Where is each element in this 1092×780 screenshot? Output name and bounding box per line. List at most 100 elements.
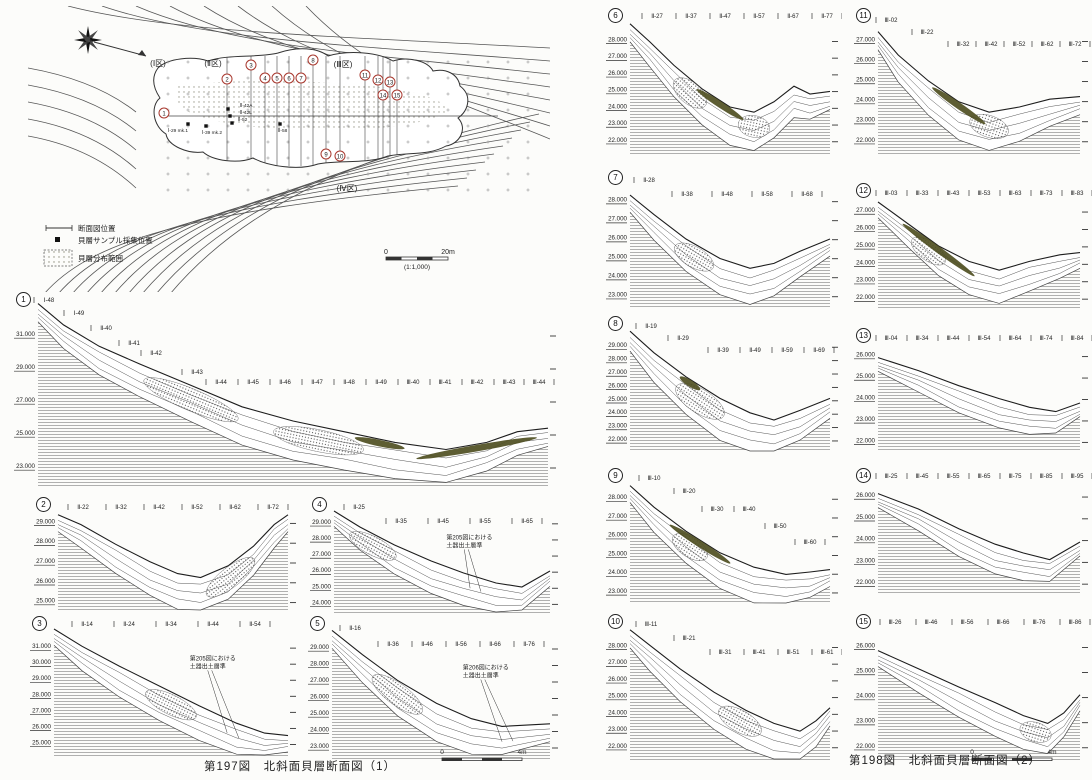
- elevation-label: 22.000: [856, 294, 875, 301]
- grid-label: Ⅱ-48: [721, 192, 733, 198]
- sample-point: [278, 122, 282, 126]
- deposit-bottom: [877, 370, 1081, 435]
- deposit-bottom: [877, 217, 1081, 304]
- sand-patch: [143, 377, 239, 423]
- section-marker-number: 2: [225, 77, 229, 83]
- elevation-label: 27.000: [608, 53, 627, 60]
- elevation-label: 27.000: [608, 216, 627, 223]
- shell-lens: [669, 524, 731, 564]
- section-marker: [391, 89, 403, 101]
- layer-line: [629, 200, 831, 279]
- section-svg: 26.000 25.000 24.000 23.000 22.000 Ⅲ-04 Ⅲ-34 Ⅲ-…: [854, 328, 1092, 452]
- section-svg: 31.000 29.000 27.000 25.000 23.000 Ⅰ-48 Ⅰ-49 Ⅱ-…: [14, 292, 556, 486]
- grid-label: Ⅲ-44: [533, 380, 546, 386]
- contour-line: [127, 137, 513, 295]
- elevation-label: 26.000: [36, 578, 55, 585]
- elevation-label: 23.000: [856, 718, 875, 725]
- section-number: 7: [608, 170, 623, 185]
- section-marker: [295, 72, 307, 84]
- air-region: [630, 614, 830, 732]
- layer-line: [629, 207, 831, 295]
- layer-line: [629, 498, 831, 597]
- section-svg: 29.000 28.000 27.000 26.000 25.000 Ⅱ-22 Ⅱ-32 Ⅱ-…: [34, 497, 296, 611]
- elevation-label: 24.000: [608, 103, 627, 110]
- air-region: [878, 468, 1080, 560]
- elevation-label: 23.000: [856, 416, 875, 423]
- elevation-label: 23.000: [856, 277, 875, 284]
- grid-label: Ⅱ-65: [521, 519, 533, 525]
- scale-bar-seg: [482, 758, 502, 761]
- section-number: 6: [608, 8, 623, 23]
- grid-label: Ⅲ-03: [885, 191, 898, 197]
- elevation-label: 23.000: [856, 557, 875, 564]
- section-svg: 29.000 28.000 27.000 26.000 25.000 24.000 23.0…: [308, 616, 558, 761]
- surface-line: [629, 330, 831, 421]
- deposit-bottom: [37, 321, 549, 483]
- elevation-label: 23.000: [310, 743, 329, 750]
- elevation-label: 26.000: [856, 352, 875, 359]
- map-region-label: (Ⅱ区): [204, 59, 222, 68]
- elevation-label: 25.000: [856, 668, 875, 675]
- elevation-label: 27.000: [32, 707, 51, 714]
- sample-label: Ⅱ-58: [278, 128, 288, 134]
- layer-line: [877, 498, 1081, 564]
- deposit-bottom: [629, 647, 831, 760]
- deposit-band: [878, 202, 1080, 304]
- annotation-leader: [480, 679, 503, 742]
- section-marker-number: 11: [362, 73, 369, 79]
- layer-line: [53, 641, 289, 751]
- contour-line: [71, 169, 477, 295]
- section-marker: [245, 59, 257, 71]
- annotation-text: 土器出土層準: [446, 541, 482, 549]
- elevation-label: 25.000: [856, 514, 875, 521]
- grid-label: Ⅱ-22: [77, 505, 89, 511]
- grid-label: Ⅲ-02: [885, 18, 898, 24]
- deposit-band: [630, 629, 830, 759]
- elevation-label: 28.000: [608, 642, 627, 649]
- grid-label: Ⅲ-51: [787, 650, 800, 656]
- shell-lens: [902, 223, 975, 277]
- elevation-label: 25.000: [608, 396, 627, 403]
- layer-line: [37, 317, 549, 476]
- grid-label: Ⅲ-42: [985, 42, 998, 48]
- section-marker-number: 6: [287, 76, 291, 82]
- sample-label: Ⅰ-29 mk.1: [168, 128, 188, 134]
- contour-line: [85, 161, 486, 295]
- section-number: 15: [856, 614, 871, 629]
- section-marker: [158, 107, 170, 119]
- grid-label: Ⅲ-75: [1009, 474, 1022, 480]
- sample-label: Ⅱ-52: [238, 117, 248, 123]
- grid-label: Ⅱ-58: [761, 192, 773, 198]
- map-legend-label: 断面図位置: [78, 223, 116, 233]
- contour-line: [27, 101, 137, 151]
- grid-label: Ⅲ-22: [921, 30, 934, 36]
- contour-line: [155, 121, 531, 295]
- grid-label: Ⅱ-67: [787, 14, 799, 20]
- elevation-label: 27.000: [856, 207, 875, 214]
- layer-line: [629, 495, 831, 589]
- sand-patch: [737, 115, 771, 138]
- section-marker-number: 1: [162, 111, 166, 117]
- grid-label: Ⅱ-39: [717, 348, 729, 354]
- map-scale-max: 20m: [441, 249, 455, 256]
- grid-label: Ⅰ-49: [74, 311, 85, 317]
- section-marker-number: 9: [324, 152, 328, 158]
- deposit-band: [334, 511, 550, 612]
- map-region-label: (Ⅰ区): [150, 59, 166, 68]
- surface-line: [333, 510, 551, 588]
- elevation-label: 25.000: [36, 598, 55, 605]
- sample-label: Ⅱ-42A: [240, 103, 253, 109]
- grid-label: Ⅲ-32: [957, 42, 970, 48]
- elevation-label: 22.000: [856, 137, 875, 144]
- annotation-leader: [484, 679, 514, 742]
- grid-label: Ⅲ-85: [1040, 474, 1053, 480]
- section-number: 1: [16, 292, 31, 307]
- elevation-label: 24.000: [608, 409, 627, 416]
- annotation-leader: [211, 670, 240, 739]
- layer-line: [629, 37, 831, 142]
- section-marker-number: 15: [394, 93, 401, 99]
- elevation-label: 29.000: [32, 675, 51, 682]
- surface-line: [877, 650, 1081, 725]
